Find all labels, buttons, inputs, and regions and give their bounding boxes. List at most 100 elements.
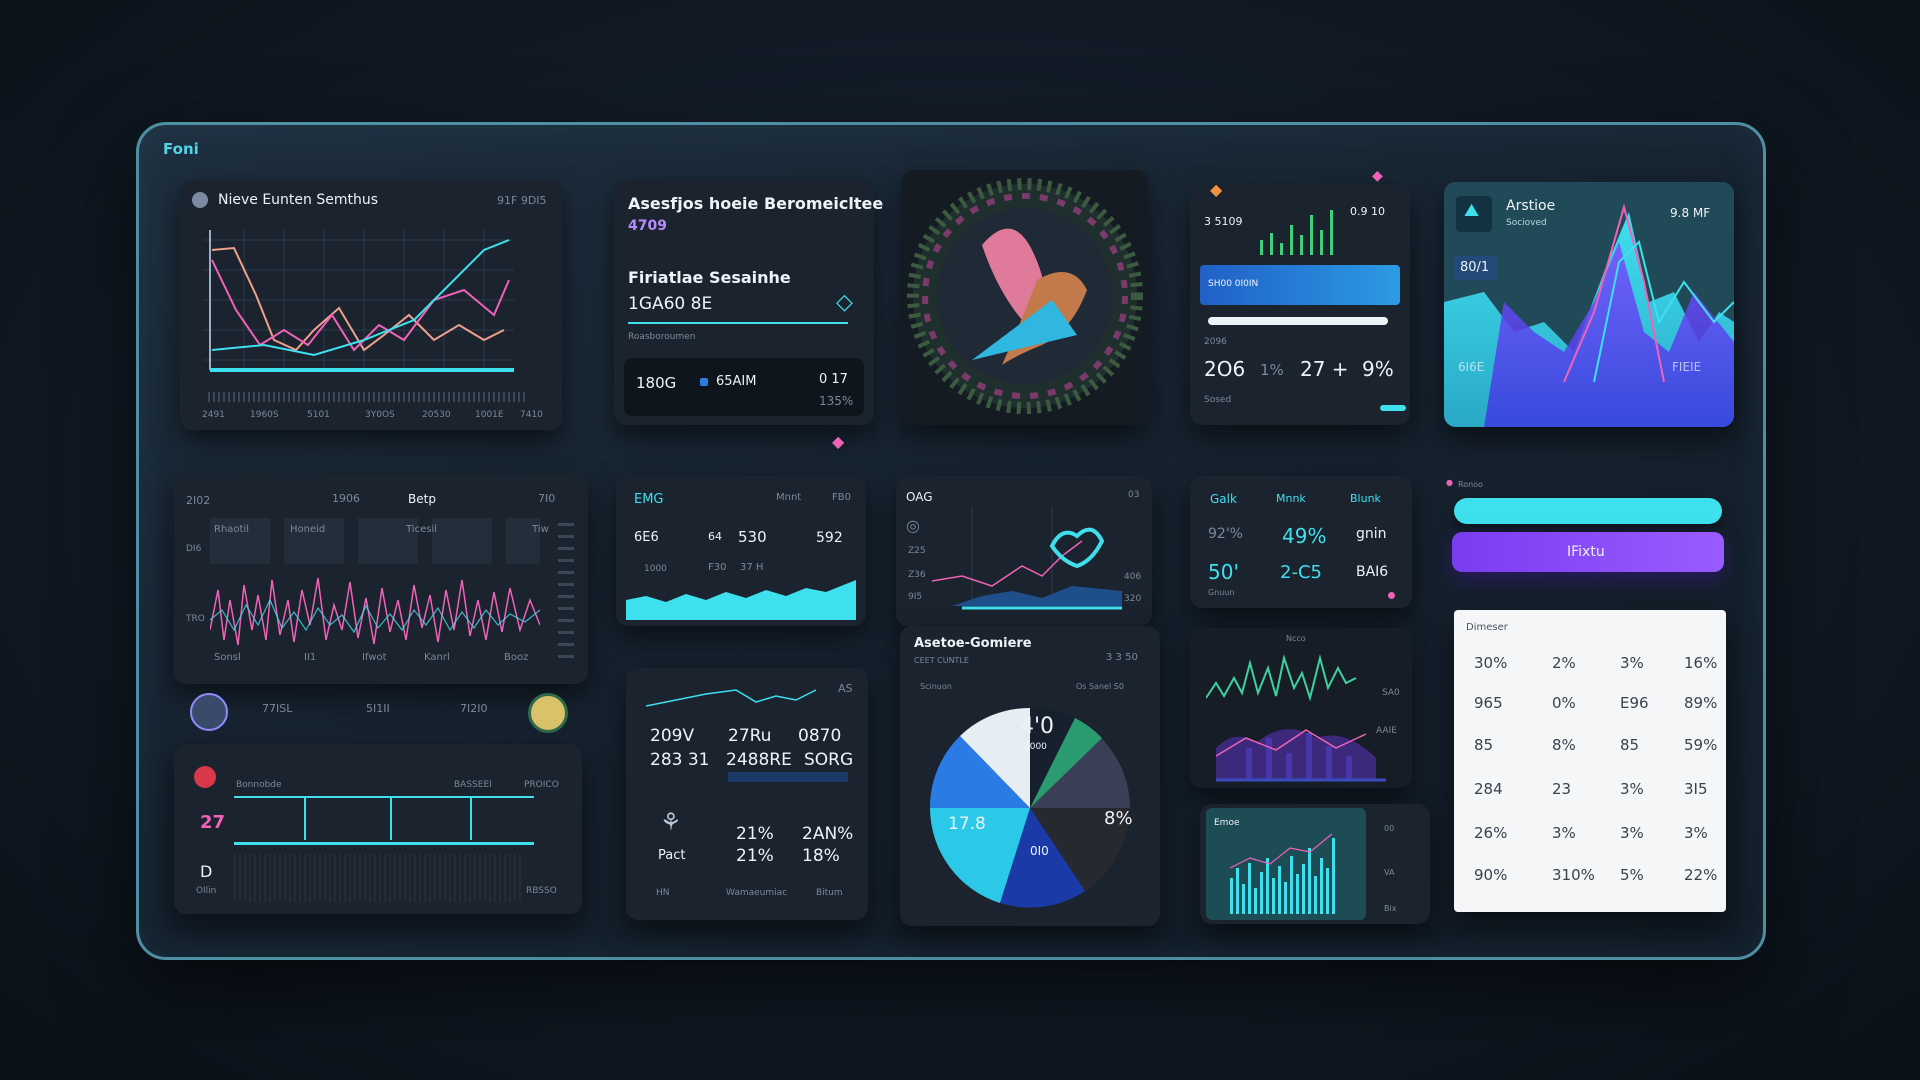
x-tick: 1001E — [475, 410, 504, 420]
pct-cell: 21% — [736, 824, 774, 844]
summary-sub: 4709 — [628, 218, 667, 234]
cyan-slider[interactable] — [1454, 498, 1722, 524]
col-header: Ticesil — [406, 524, 437, 535]
waveform-card[interactable]: 2I02 1906 Betp 7I0 Rhaotil Honeid Ticesi… — [174, 474, 588, 684]
mountain-icon: ⛰ — [1464, 200, 1480, 221]
section-value: 1GA60 8E — [628, 294, 713, 314]
avatar[interactable] — [190, 693, 228, 731]
tick-strip — [208, 392, 528, 402]
axis-label: DI6 — [186, 544, 202, 554]
foot-label: Ifwot — [362, 652, 387, 663]
metric-cell: 50' — [1208, 560, 1239, 584]
top-label: 2I02 — [186, 494, 211, 507]
primary-button-label: IFixtu — [1567, 544, 1605, 560]
section-title: Firiatlae Sesainhe — [628, 268, 791, 287]
timeline-card[interactable]: Bonnobde BASSEEI PROICO 27 D Ollin RBSSO — [174, 744, 582, 914]
oag-left: 9I5 — [908, 592, 923, 602]
stat-cell: 2488RE — [726, 750, 792, 770]
metric: 2O6 — [1204, 357, 1246, 381]
line-chart-card[interactable]: Nieve Eunten Semthus 91F 9DI5 2491 1960S… — [180, 180, 562, 430]
timeline-right: PROICO — [524, 780, 559, 790]
combo-chart — [1206, 654, 1386, 782]
timeline-marker — [470, 796, 472, 840]
divider — [628, 322, 848, 324]
timeline-marker — [304, 796, 306, 840]
progress-track[interactable] — [1208, 317, 1388, 325]
pie-right: 3 3 50 — [1106, 652, 1138, 663]
pie-legend: Os Sanel S0 — [1076, 682, 1124, 691]
table-cell: 85 — [1474, 736, 1494, 754]
stat-dot — [700, 378, 708, 386]
top-label: 7I0 — [538, 492, 556, 505]
card-label: 0.9 10 — [1350, 205, 1385, 218]
emg-value: 64 — [708, 530, 722, 543]
stat-value: 180G — [636, 374, 677, 392]
table-cell: 284 — [1474, 780, 1503, 798]
right-ticks — [558, 518, 574, 658]
table-cell: 85 — [1620, 736, 1640, 754]
area-chart — [1444, 182, 1734, 427]
primary-button[interactable] — [1452, 532, 1724, 572]
emg-value: 1000 — [644, 564, 667, 574]
table-cell: 3% — [1552, 824, 1576, 842]
combo-chart-card[interactable]: Ncco SA0 AAIE — [1190, 628, 1412, 788]
metric-cell: BAI6 — [1356, 564, 1389, 580]
stat-highlight — [728, 772, 848, 782]
cyan-pill — [1380, 405, 1406, 411]
timeline-value: 27 — [200, 812, 226, 833]
x-tick: 7410 — [520, 410, 543, 420]
stat-value: 0 17 — [819, 372, 848, 387]
pie-chart — [929, 707, 1130, 908]
metrics-card[interactable]: Galk Mnnk Blunk 92'% 49% gnin 50' 2-C5 B… — [1190, 476, 1412, 608]
emg-card[interactable]: EMG Mnnt FB0 6E6 64 530 592 1000 F30 37 … — [616, 476, 866, 626]
avatar[interactable] — [528, 693, 568, 733]
oag-tick: 406 — [1124, 572, 1142, 582]
area-chart-card[interactable]: ⛰ Arstioe Socioved 9.8 MF 80/1 6I6E FIEI… — [1444, 182, 1734, 427]
timeline-left: D — [200, 862, 213, 881]
avatar-label: 5I1II — [366, 702, 390, 715]
table-cell: 3% — [1620, 654, 1644, 672]
bar-chart-title: Emoe — [1214, 818, 1240, 828]
bar-chart — [1229, 833, 1335, 914]
diamond-icon[interactable]: ◇ — [836, 290, 853, 315]
foot-label: Booz — [504, 652, 529, 663]
pie-label: 8% — [1104, 808, 1133, 829]
emg-value: 6E6 — [634, 530, 659, 545]
metric-cell: 49% — [1282, 524, 1327, 548]
table-cell: 965 — [1474, 694, 1503, 712]
x-tick: 5101 — [307, 410, 330, 420]
stat-box — [1454, 256, 1498, 280]
line-chart — [204, 230, 514, 372]
bar-chart-card[interactable]: Emoe 00 VA Bix — [1200, 804, 1430, 924]
timeline-track — [234, 796, 534, 845]
pct-cell: 18% — [802, 846, 840, 866]
table-title: Dimeser — [1466, 622, 1508, 633]
table-cell: 0% — [1552, 694, 1576, 712]
combo-stat: SA0 — [1382, 688, 1400, 698]
stat-value: 135% — [819, 394, 854, 408]
x-tick: 3Y0OS — [365, 410, 395, 420]
stats-card[interactable]: AS 209V 27Ru 0870 283 31 2488RE SORG ⚘ P… — [626, 668, 868, 920]
tag-icon: ◆ — [1372, 168, 1383, 184]
table-cell: 2% — [1552, 654, 1576, 672]
metric-header: Mnnk — [1276, 492, 1306, 505]
table-cell: 26% — [1474, 824, 1508, 842]
area-left: 6I6E — [1458, 360, 1485, 374]
emg-value: 37 H — [740, 562, 764, 573]
progress-card[interactable]: 3 5109 0.9 10 SH00 0I0IN 2096 2O6 1% 27 … — [1190, 185, 1410, 425]
stat-label: AS — [838, 682, 853, 695]
avatar-label: 7I2I0 — [460, 702, 488, 715]
emg-value: F30 — [708, 562, 727, 573]
record-icon[interactable] — [194, 766, 216, 788]
pact-label: Pact — [658, 848, 686, 863]
area-right: FIEIE — [1672, 360, 1702, 374]
foot-label: Sonsl — [214, 652, 241, 663]
oag-card[interactable]: OAG 03 406 320 Z25 Z36 9I5 ◎ — [896, 476, 1152, 626]
pie-label: 4'0 — [1020, 714, 1055, 739]
data-table-card[interactable]: Dimeser 30% 2% 3% 16% 965 0% E96 89% 85 … — [1454, 610, 1726, 912]
pie-card[interactable]: Asetoe-Gomiere CEET CUNTLE 3 3 50 Scinuo… — [900, 626, 1160, 926]
summary-card[interactable]: Asesfjos hoeie Beromeicltee 4709 Firiatl… — [614, 180, 883, 425]
bar-chart-right: VA — [1384, 868, 1395, 877]
avatar-label: 77ISL — [262, 702, 293, 715]
pct-cell: 2AN% — [802, 824, 854, 844]
